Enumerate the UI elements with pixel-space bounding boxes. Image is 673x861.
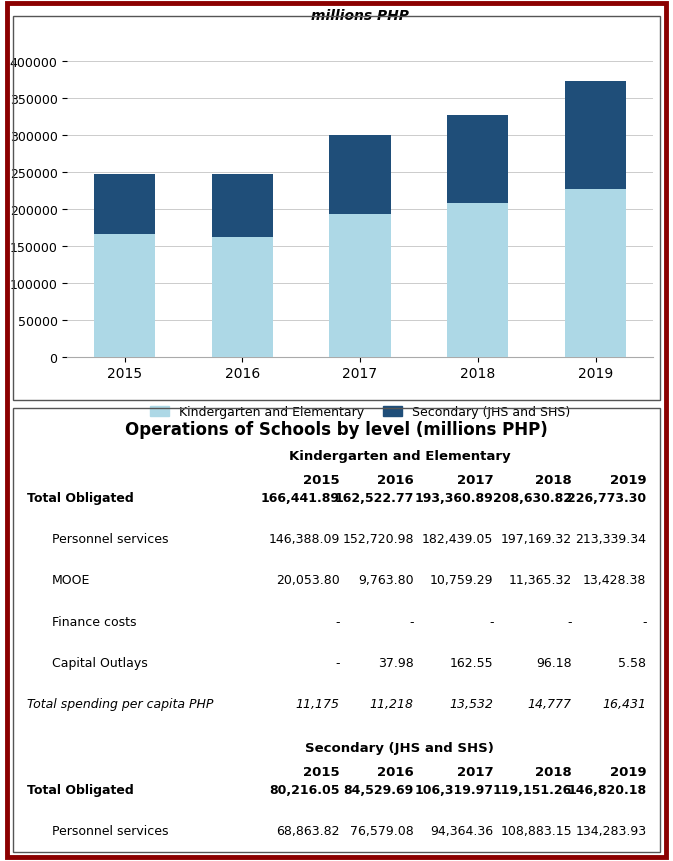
Text: 162,522.77: 162,522.77 <box>334 491 414 505</box>
Text: 13,532: 13,532 <box>450 697 493 710</box>
Text: Kindergarten and Elementary: Kindergarten and Elementary <box>289 449 511 462</box>
Text: 2015: 2015 <box>303 474 340 486</box>
Text: 2017: 2017 <box>457 474 493 486</box>
Text: -: - <box>409 615 414 628</box>
Bar <box>94 234 155 357</box>
Text: Personnel services: Personnel services <box>52 532 168 545</box>
Text: Total Obligated: Total Obligated <box>26 783 133 796</box>
Bar <box>565 190 626 357</box>
Text: 80,216.05: 80,216.05 <box>269 783 340 796</box>
Text: Total spending per capita PHP: Total spending per capita PHP <box>26 697 213 710</box>
Text: -: - <box>335 615 340 628</box>
Text: -: - <box>642 615 647 628</box>
Text: Secondary (JHS and SHS): Secondary (JHS and SHS) <box>306 740 494 753</box>
Text: 13,428.38: 13,428.38 <box>583 573 647 586</box>
Bar <box>565 82 626 190</box>
Bar <box>330 214 390 357</box>
Bar <box>447 203 508 357</box>
Text: 193,360.89: 193,360.89 <box>415 491 493 505</box>
Text: 166,441.89: 166,441.89 <box>260 491 340 505</box>
Bar <box>212 238 273 357</box>
Text: 76,579.08: 76,579.08 <box>350 824 414 837</box>
Text: 68,863.82: 68,863.82 <box>276 824 340 837</box>
Text: 10,759.29: 10,759.29 <box>430 573 493 586</box>
Text: 20,053.80: 20,053.80 <box>276 573 340 586</box>
Text: 119,151.26: 119,151.26 <box>493 783 572 796</box>
Text: 208,630.82: 208,630.82 <box>493 491 572 505</box>
Text: 16,431: 16,431 <box>602 697 647 710</box>
Text: 84,529.69: 84,529.69 <box>343 783 414 796</box>
Text: 106,319.97: 106,319.97 <box>415 783 493 796</box>
Text: 11,365.32: 11,365.32 <box>509 573 572 586</box>
Text: 94,364.36: 94,364.36 <box>430 824 493 837</box>
Text: 2019: 2019 <box>610 474 647 486</box>
Text: Operations of Schools by level (millions PHP): Operations of Schools by level (millions… <box>125 420 548 438</box>
Text: 2018: 2018 <box>535 765 572 778</box>
Text: MOOE: MOOE <box>52 573 90 586</box>
Text: 152,720.98: 152,720.98 <box>342 532 414 545</box>
Text: 213,339.34: 213,339.34 <box>575 532 647 545</box>
Text: 2015: 2015 <box>303 765 340 778</box>
Text: 146,820.18: 146,820.18 <box>567 783 647 796</box>
Bar <box>212 175 273 238</box>
Text: Personnel services: Personnel services <box>52 824 168 837</box>
Text: 182,439.05: 182,439.05 <box>422 532 493 545</box>
Text: Finance costs: Finance costs <box>52 615 137 628</box>
Text: 2018: 2018 <box>535 474 572 486</box>
Text: 5.58: 5.58 <box>618 656 647 669</box>
Text: 134,283.93: 134,283.93 <box>575 824 647 837</box>
Text: 226,773.30: 226,773.30 <box>567 491 647 505</box>
Text: millions PHP: millions PHP <box>311 9 409 22</box>
Text: 2016: 2016 <box>377 474 414 486</box>
Text: -: - <box>489 615 493 628</box>
Text: 2016: 2016 <box>377 765 414 778</box>
Bar <box>94 176 155 234</box>
Text: 2019: 2019 <box>610 765 647 778</box>
Text: Capital Outlays: Capital Outlays <box>52 656 147 669</box>
Text: 9,763.80: 9,763.80 <box>358 573 414 586</box>
Text: 11,175: 11,175 <box>295 697 340 710</box>
Text: -: - <box>567 615 572 628</box>
Bar <box>447 115 508 203</box>
Text: Total Obligated: Total Obligated <box>26 491 133 505</box>
Text: 162.55: 162.55 <box>450 656 493 669</box>
Text: 197,169.32: 197,169.32 <box>501 532 572 545</box>
Text: 2017: 2017 <box>457 765 493 778</box>
Text: 11,218: 11,218 <box>369 697 414 710</box>
Text: 108,883.15: 108,883.15 <box>500 824 572 837</box>
Text: 14,777: 14,777 <box>528 697 572 710</box>
Text: 37.98: 37.98 <box>378 656 414 669</box>
Text: -: - <box>335 656 340 669</box>
Bar <box>330 136 390 214</box>
Legend: Kindergarten and Elementary, Secondary (JHS and SHS): Kindergarten and Elementary, Secondary (… <box>145 400 575 424</box>
Text: 96.18: 96.18 <box>536 656 572 669</box>
Text: 146,388.09: 146,388.09 <box>269 532 340 545</box>
